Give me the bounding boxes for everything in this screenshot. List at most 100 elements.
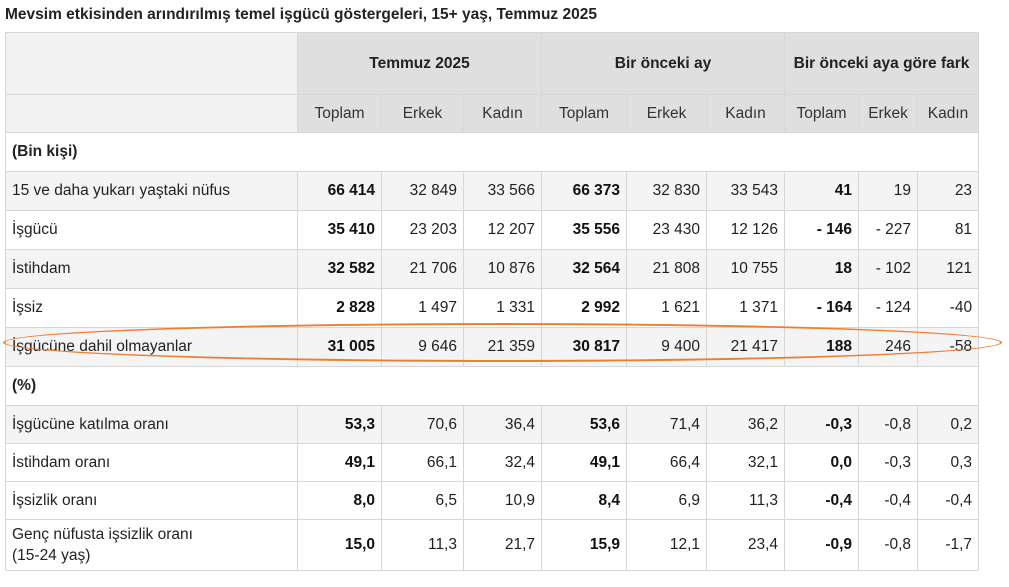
value-cell: 49,1 [541, 443, 628, 482]
value-cell: 66,1 [381, 443, 464, 482]
value-cell: 53,3 [297, 405, 382, 444]
col-header: Kadın [462, 94, 543, 133]
value-cell: 12 207 [462, 210, 543, 250]
table-row: 15 ve daha yukarı yaştaki nüfus 66 414 32 … [5, 171, 980, 211]
value-cell: - 102 [858, 249, 919, 289]
table-row: İşsiz 2 828 1 497 1 331 2 992 1 621 1 371- 164… [5, 288, 980, 328]
value-cell: 32 849 [381, 171, 464, 211]
col-header: Toplam [784, 94, 860, 133]
value-cell: 2 828 [297, 288, 382, 328]
value-cell: 71,4 [626, 405, 708, 444]
value-cell: - 146 [784, 210, 860, 250]
value-cell: 15,0 [297, 519, 382, 571]
value-cell: -0,3 [784, 405, 860, 444]
labour-force-table: Temmuz 2025 Bir önceki ay Bir önceki aya… [4, 32, 980, 571]
value-cell: 21 706 [381, 249, 464, 289]
col-header: Toplam [541, 94, 628, 133]
value-cell: 53,6 [541, 405, 628, 444]
value-cell: 66 414 [297, 171, 382, 211]
value-cell: 36,2 [706, 405, 786, 444]
table-row: İşgücüne dahil olmayanlar 31 005 9 646 21 3… [5, 327, 980, 367]
value-cell: -40 [917, 288, 980, 328]
value-cell: 21 808 [626, 249, 708, 289]
value-cell: 35 410 [297, 210, 382, 250]
value-cell: 10 876 [462, 249, 543, 289]
value-cell: 1 621 [626, 288, 708, 328]
group-header-previous: Bir önceki ay [541, 32, 786, 95]
value-cell: -0,4 [858, 481, 919, 520]
value-cell: -58 [917, 327, 980, 367]
value-cell: - 124 [858, 288, 919, 328]
value-cell: 23 [917, 171, 980, 211]
row-label-line-1: Genç nüfusta işsizlik oranı [12, 526, 193, 543]
value-cell: 32 582 [297, 249, 382, 289]
row-label: İşgücüne dahil olmayanlar [5, 327, 298, 367]
table-title: Mevsim etkisinden arındırılmış temel işg… [5, 6, 597, 23]
group-header-row: Temmuz 2025 Bir önceki ay Bir önceki aya… [5, 32, 980, 95]
value-cell: 33 543 [706, 171, 786, 211]
value-cell: 30 817 [541, 327, 628, 367]
table-row: İşgücü 35 410 23 203 12 207 35 556 23 430 12 1… [5, 210, 980, 250]
value-cell: 0,2 [917, 405, 980, 444]
row-label: İşsiz [5, 288, 298, 328]
value-cell: 10 755 [706, 249, 786, 289]
row-label: Genç nüfusta işsizlik oranı (15-24 yaş) [5, 519, 298, 571]
value-cell: 11,3 [381, 519, 464, 571]
value-cell: 32 564 [541, 249, 628, 289]
value-cell: 70,6 [381, 405, 464, 444]
row-label: 15 ve daha yukarı yaştaki nüfus [5, 171, 298, 211]
value-cell: 18 [784, 249, 860, 289]
col-header: Erkek [626, 94, 708, 133]
section-label: (Bin kişi) [4, 132, 980, 172]
value-cell: - 227 [858, 210, 919, 250]
value-cell: 246 [858, 327, 919, 367]
value-cell: 21 417 [706, 327, 786, 367]
table-row: Genç nüfusta işsizlik oranı (15-24 yaş) 15… [5, 519, 980, 571]
corner-cell-2 [5, 94, 298, 133]
value-cell: 1 331 [462, 288, 543, 328]
value-cell: 121 [917, 249, 980, 289]
row-label: İşsizlik oranı [5, 481, 298, 520]
value-cell: -0,8 [858, 519, 919, 571]
value-cell: -1,7 [917, 519, 980, 571]
value-cell: 12 126 [706, 210, 786, 250]
row-label: İşgücüne katılma oranı [5, 405, 298, 444]
sub-header-row: Toplam Erkek Kadın Toplam Erkek Kadın To… [5, 94, 980, 133]
value-cell: 32 830 [626, 171, 708, 211]
value-cell: - 164 [784, 288, 860, 328]
thousands-body: 15 ve daha yukarı yaştaki nüfus 66 414 32 … [5, 171, 980, 367]
value-cell: 11,3 [706, 481, 786, 520]
value-cell: 21 359 [462, 327, 543, 367]
col-header: Kadın [706, 94, 786, 133]
table-row: İşsizlik oranı 8,0 6,5 10,9 8,4 6,9 11,3 -0,4 -0… [5, 481, 980, 520]
row-label: İşgücü [5, 210, 298, 250]
value-cell: 31 005 [297, 327, 382, 367]
table-row: İstihdam 32 582 21 706 10 876 32 564 21 808 10… [5, 249, 980, 289]
row-label: İstihdam oranı [5, 443, 298, 482]
value-cell: 1 497 [381, 288, 464, 328]
value-cell: 35 556 [541, 210, 628, 250]
col-header: Toplam [297, 94, 382, 133]
value-cell: 33 566 [462, 171, 543, 211]
percent-body: İşgücüne katılma oranı 53,3 70,6 36,4 53,6 71… [5, 405, 980, 571]
col-header: Kadın [917, 94, 980, 133]
col-header: Erkek [858, 94, 919, 133]
value-cell: -0,3 [858, 443, 919, 482]
value-cell: 188 [784, 327, 860, 367]
value-cell: 8,0 [297, 481, 382, 520]
col-header: Erkek [381, 94, 464, 133]
value-cell: 66,4 [626, 443, 708, 482]
value-cell: 6,9 [626, 481, 708, 520]
value-cell: 32,4 [462, 443, 543, 482]
value-cell: 0,0 [784, 443, 860, 482]
value-cell: 10,9 [462, 481, 543, 520]
value-cell: 81 [917, 210, 980, 250]
value-cell: 12,1 [626, 519, 708, 571]
value-cell: 19 [858, 171, 919, 211]
value-cell: 36,4 [462, 405, 543, 444]
section-row-percent: (%) [4, 366, 980, 406]
group-header-difference: Bir önceki aya göre fark [784, 32, 980, 95]
value-cell: 49,1 [297, 443, 382, 482]
corner-cell [5, 32, 298, 95]
value-cell: -0,4 [917, 481, 980, 520]
